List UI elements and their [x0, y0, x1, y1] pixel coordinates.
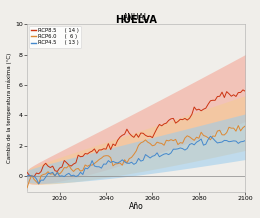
Text: ANUAL: ANUAL: [123, 14, 149, 22]
Legend: RCP8.5     ( 14 ), RCP6.0     (  6 ), RCP4.5     ( 13 ): RCP8.5 ( 14 ), RCP6.0 ( 6 ), RCP4.5 ( 13…: [29, 26, 81, 48]
Title: HUELVA: HUELVA: [115, 15, 157, 25]
Y-axis label: Cambio de la temperatura máxima (°C): Cambio de la temperatura máxima (°C): [7, 53, 12, 163]
X-axis label: Año: Año: [129, 202, 144, 211]
